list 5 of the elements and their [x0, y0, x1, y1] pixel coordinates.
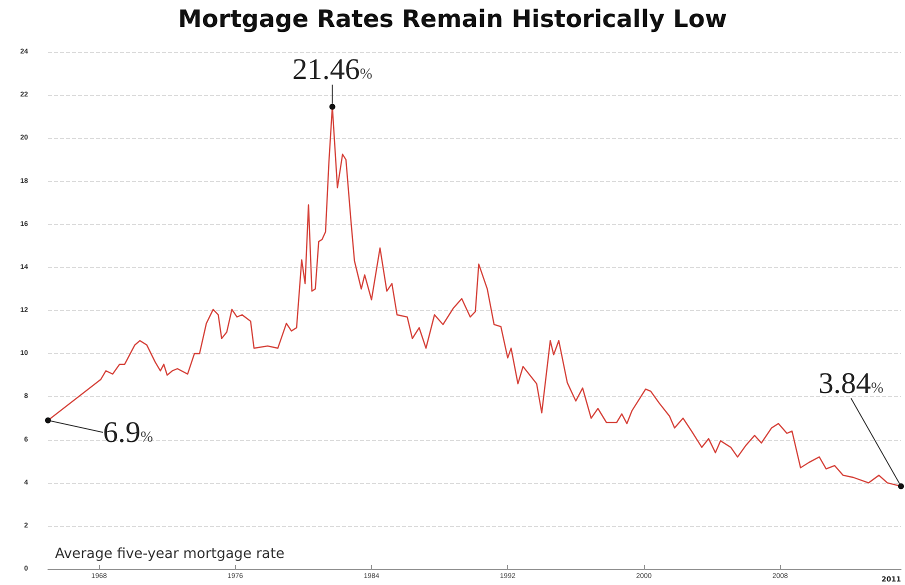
- annotation: Average five-year mortgage rate: [55, 546, 284, 562]
- annotation: 21.46%: [292, 53, 372, 86]
- annotation: 6.9%: [103, 416, 153, 449]
- chart-title: Mortgage Rates Remain Historically Low: [178, 5, 728, 33]
- annotation: 3.84%: [818, 366, 884, 400]
